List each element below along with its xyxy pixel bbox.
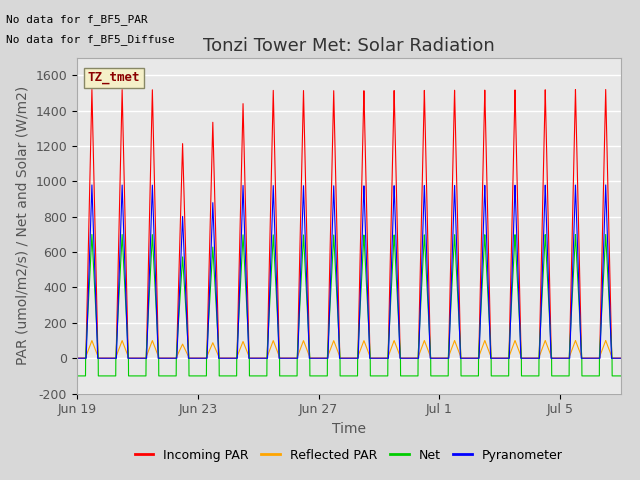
Legend: Incoming PAR, Reflected PAR, Net, Pyranometer: Incoming PAR, Reflected PAR, Net, Pyrano…: [130, 444, 568, 467]
X-axis label: Time: Time: [332, 422, 366, 436]
Y-axis label: PAR (umol/m2/s) / Net and Solar (W/m2): PAR (umol/m2/s) / Net and Solar (W/m2): [15, 86, 29, 365]
Text: No data for f_BF5_Diffuse: No data for f_BF5_Diffuse: [6, 34, 175, 45]
Text: TZ_tmet: TZ_tmet: [88, 71, 140, 84]
Text: No data for f_BF5_PAR: No data for f_BF5_PAR: [6, 14, 148, 25]
Title: Tonzi Tower Met: Solar Radiation: Tonzi Tower Met: Solar Radiation: [203, 36, 495, 55]
